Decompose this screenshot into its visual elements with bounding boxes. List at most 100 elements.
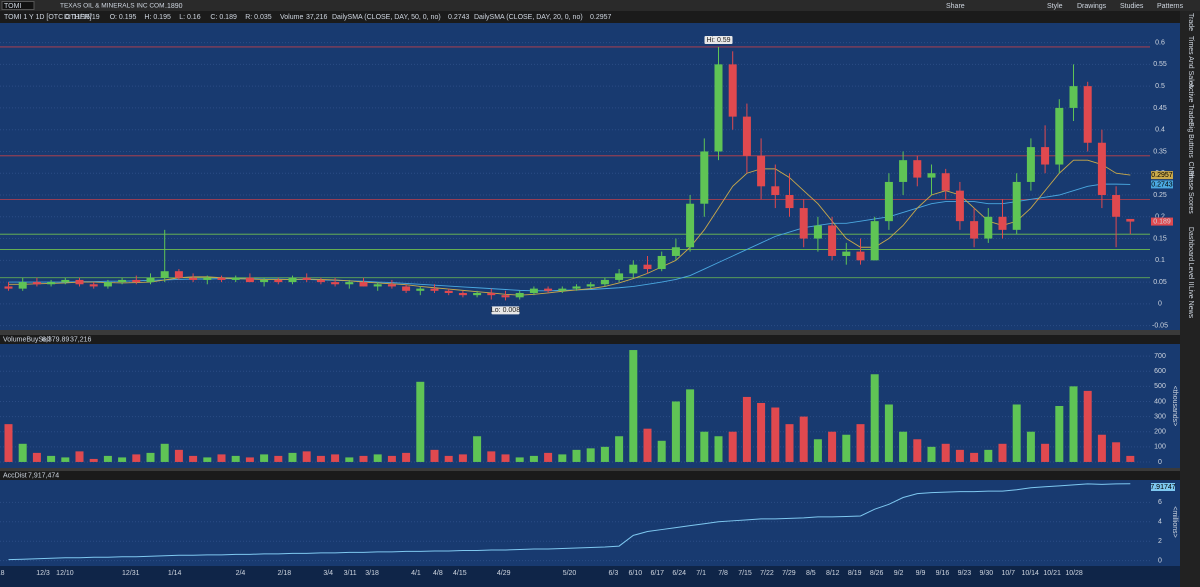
candle-body xyxy=(4,286,13,289)
volume-bar xyxy=(89,458,98,462)
price-tag xyxy=(1151,217,1173,226)
toolbar-button[interactable]: Drawings xyxy=(1077,3,1107,10)
study-value: 37,216 xyxy=(70,336,92,343)
study-value: 0.2957 xyxy=(590,14,612,21)
y-tick-label: 2 xyxy=(1158,538,1162,545)
x-tick-label: 1/14 xyxy=(168,570,182,577)
side-tab[interactable]: Phase Scores xyxy=(1187,170,1194,214)
candle-body xyxy=(870,221,879,261)
volume-bar xyxy=(600,446,609,462)
candle-body xyxy=(359,282,368,287)
price-header xyxy=(0,11,1180,23)
volume-bar xyxy=(927,446,936,462)
toolbar-button[interactable]: Share xyxy=(946,3,965,10)
company: TEXAS OIL & MINERALS INC COM xyxy=(60,3,165,10)
symbol-box[interactable] xyxy=(1,1,35,10)
candle-body xyxy=(856,251,865,261)
volume-bar xyxy=(331,454,340,462)
unit-label: <millions> xyxy=(1171,506,1178,538)
candle-body xyxy=(686,203,695,248)
candle-body xyxy=(430,288,439,291)
side-tab[interactable]: Active Trader xyxy=(1187,83,1194,125)
side-tab[interactable]: Dashboard xyxy=(1187,227,1194,261)
candle-body xyxy=(657,255,666,270)
x-tick-label: 3/18 xyxy=(365,570,379,577)
candle-body xyxy=(742,116,751,156)
candle-body xyxy=(785,195,794,209)
volume-bar xyxy=(813,439,822,462)
candle-body xyxy=(231,277,240,280)
volume-bar xyxy=(245,457,254,462)
y-tick-label: 700 xyxy=(1154,353,1166,360)
price-tag xyxy=(1151,171,1173,180)
candle-body xyxy=(615,273,624,280)
x-tick-label: 9/23 xyxy=(958,570,972,577)
candle-body xyxy=(1083,86,1092,143)
x-tick-label: 2/18 xyxy=(278,570,292,577)
ohlc-stat: O: 0.195 xyxy=(110,14,137,21)
volume-bar xyxy=(18,443,27,462)
volume-bar xyxy=(785,424,794,462)
volume-bar xyxy=(288,452,297,462)
side-tab[interactable]: Live News xyxy=(1187,286,1194,319)
candle-body xyxy=(274,279,283,283)
x-tick-label: 6/24 xyxy=(672,570,686,577)
study-label: DailySMA (CLOSE, DAY, 50, 0, no) xyxy=(332,14,441,21)
x-tick-label: 9/2 xyxy=(894,570,904,577)
volume-bar xyxy=(160,443,169,462)
side-tab[interactable]: Level II xyxy=(1187,263,1194,286)
volume-bar xyxy=(714,436,723,462)
volume-bar xyxy=(231,455,240,462)
x-tick-label: 10/14 xyxy=(1021,570,1039,577)
volume-bar xyxy=(103,455,112,462)
y-tick-label: 0.45 xyxy=(1153,105,1167,112)
volume-bar xyxy=(1055,406,1064,462)
toolbar-button[interactable]: Studies xyxy=(1120,3,1144,10)
x-tick-label: 8/19 xyxy=(848,570,862,577)
volume-bar xyxy=(359,455,368,462)
volume-bar xyxy=(203,457,212,462)
candle-body xyxy=(245,277,254,283)
volume-bar xyxy=(458,454,467,462)
side-tab[interactable]: Big Buttons xyxy=(1187,122,1194,158)
volume-bar xyxy=(586,448,595,462)
y-tick-label: 0.6 xyxy=(1155,39,1165,46)
volume-bar xyxy=(302,451,311,462)
volume-bar xyxy=(657,440,666,462)
volume-pane xyxy=(0,344,1180,468)
candle-body xyxy=(1026,147,1035,182)
ohlc-stat: D: 11/15/19 xyxy=(64,14,100,21)
candle-body xyxy=(913,160,922,178)
symbol: TOMI xyxy=(4,3,21,10)
separator xyxy=(0,468,1180,471)
side-tab[interactable]: Trade xyxy=(1187,13,1194,31)
candle-body xyxy=(444,290,453,293)
candle-body xyxy=(118,279,127,283)
volume-bar xyxy=(941,443,950,462)
volume-bar xyxy=(998,443,1007,462)
ohlc-stat: L: 0.16 xyxy=(179,14,201,21)
x-tick-label: 8/5 xyxy=(806,570,816,577)
side-tab[interactable]: Times And Sales xyxy=(1187,36,1194,89)
x-tick-label: 9/9 xyxy=(916,570,926,577)
y-tick-label: 400 xyxy=(1154,398,1166,405)
volume-bar xyxy=(501,454,510,462)
y-tick-label: 200 xyxy=(1154,429,1166,436)
candle-body xyxy=(970,221,979,239)
side-tab[interactable]: Chart xyxy=(1187,161,1194,178)
volume-bar xyxy=(771,407,780,462)
volume-bar xyxy=(742,396,751,462)
candle-body xyxy=(146,277,155,283)
toolbar-button[interactable]: Style xyxy=(1047,3,1063,10)
candle-body xyxy=(572,286,581,289)
candle-body xyxy=(217,277,226,280)
volume-bar xyxy=(146,452,155,462)
candle-body xyxy=(1055,107,1064,165)
toolbar-button[interactable]: Patterns xyxy=(1157,3,1184,10)
y-tick-label: 0.55 xyxy=(1153,61,1167,68)
candle-body xyxy=(402,286,411,291)
volume-bar xyxy=(1069,386,1078,462)
candle-body xyxy=(955,190,964,222)
volume-bar xyxy=(842,434,851,462)
